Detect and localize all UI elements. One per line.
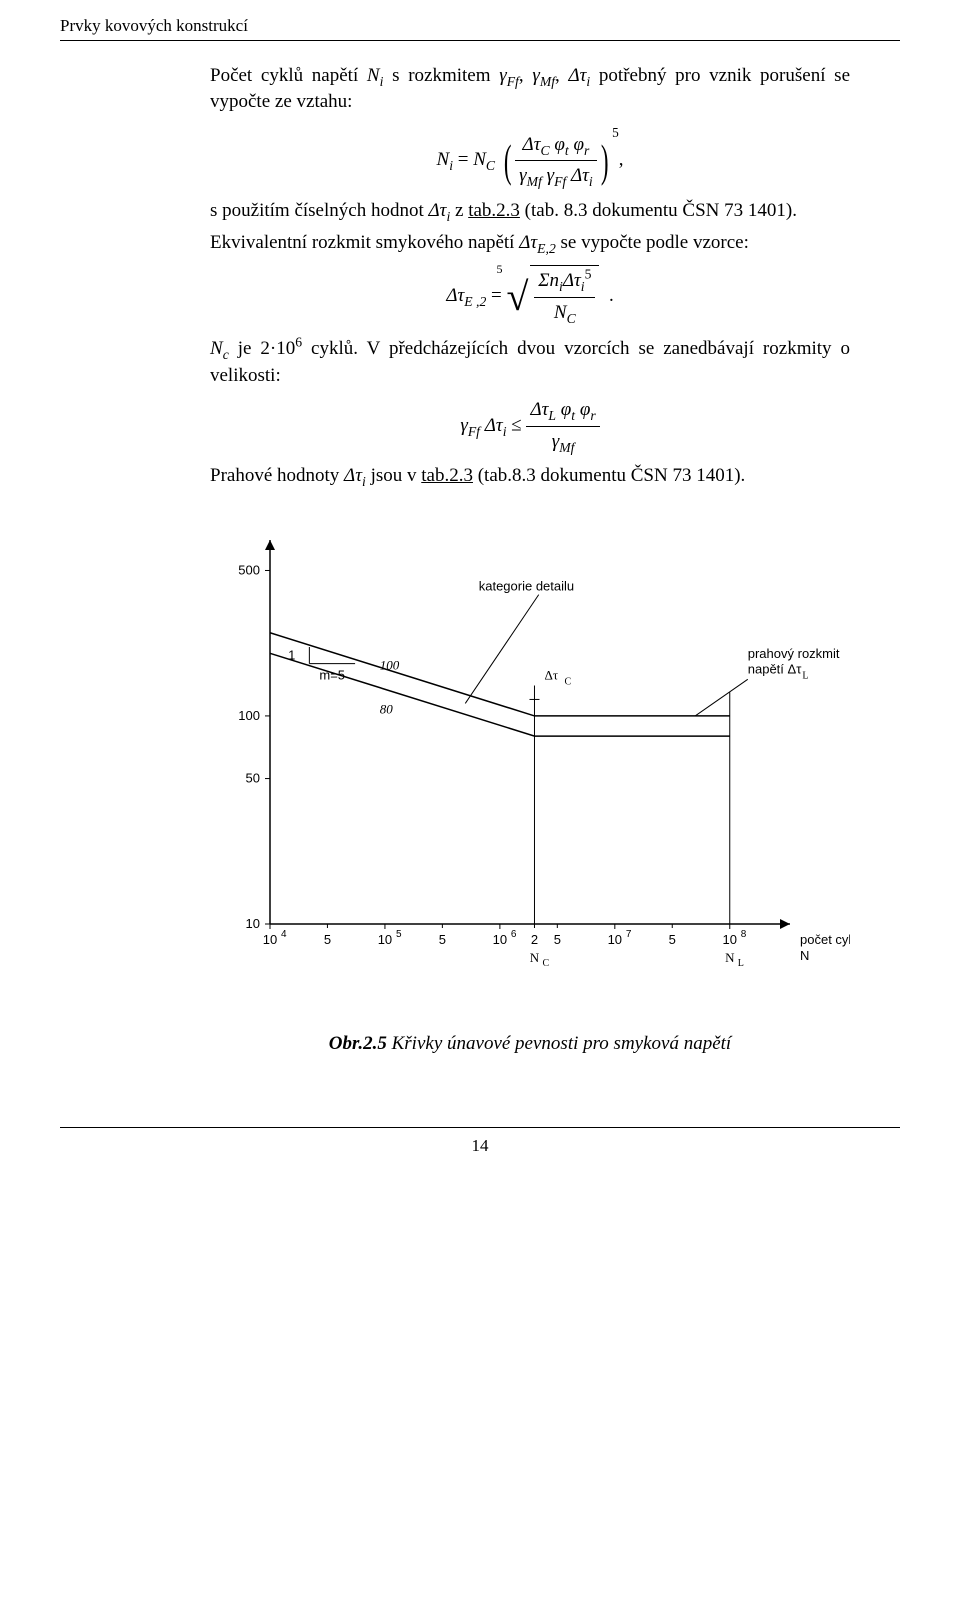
svg-text:m=5: m=5 <box>319 668 345 683</box>
link-tab23-b[interactable]: tab.2.3 <box>421 465 473 486</box>
symbol-gammaFf: γFf <box>499 65 519 86</box>
svg-text:5: 5 <box>439 932 446 947</box>
equation-2: ΔτE ,2 = 5 √ ΣniΔτi5 NC . <box>210 265 850 328</box>
svg-text:8: 8 <box>741 929 747 940</box>
root-degree: 5 <box>497 261 503 278</box>
text: je 2·10 <box>229 338 295 359</box>
svg-text:10: 10 <box>246 916 260 931</box>
svg-text:prahový rozkmit: prahový rozkmit <box>748 646 840 661</box>
symbol-dtau-i: Δτi <box>568 65 590 86</box>
equation-3: γFf Δτi ≤ ΔτL φt φr γMf <box>210 397 850 455</box>
paragraph-3: Ekvivalentní rozkmit smykového napětí Δτ… <box>210 230 850 257</box>
figure-obr25: 500100501010410510610710855255počet cykl… <box>210 524 850 1013</box>
svg-text:1: 1 <box>288 647 295 662</box>
link-tab23[interactable]: tab.2.3 <box>468 200 520 221</box>
paragraph-1: Počet cyklů napětí Ni s rozkmitem γFf, γ… <box>210 63 850 116</box>
symbol-gammaMf: γMf <box>532 65 555 86</box>
text: Počet cyklů napětí <box>210 65 367 86</box>
text: Ekvivalentní rozkmit smykového napětí <box>210 232 519 253</box>
svg-text:5: 5 <box>396 929 402 940</box>
equation-1: Ni = NC ( ΔτC φt φr γMf γFf Δτi )5, <box>210 124 850 190</box>
svg-text:N: N <box>530 950 540 965</box>
text: (tab. 8.3 dokumentu ČSN 73 1401). <box>520 200 797 221</box>
text: Prahové hodnoty <box>210 465 344 486</box>
svg-text:L: L <box>802 671 808 682</box>
symbol-dtauE2: ΔτE,2 <box>519 232 556 253</box>
text: s rozkmitem <box>383 65 499 86</box>
text: cyklů. V předcházejících dvou vzorcích s… <box>210 338 850 386</box>
svg-text:80: 80 <box>380 702 394 717</box>
svg-text:100: 100 <box>380 658 400 673</box>
text: s použitím číselných hodnot <box>210 200 428 221</box>
svg-text:50: 50 <box>246 771 260 786</box>
svg-text:7: 7 <box>626 929 632 940</box>
text: jsou v <box>366 465 421 486</box>
svg-text:Δτ: Δτ <box>544 667 558 682</box>
page-number: 14 <box>60 1127 900 1158</box>
symbol-dtau-i: Δτi <box>344 465 366 486</box>
svg-text:5: 5 <box>669 932 676 947</box>
svg-text:5: 5 <box>324 932 331 947</box>
running-header: Prvky kovových konstrukcí <box>60 0 900 41</box>
svg-text:100: 100 <box>238 708 260 723</box>
chart-svg: 500100501010410510610710855255počet cykl… <box>210 524 850 1004</box>
svg-text:4: 4 <box>281 929 287 940</box>
svg-text:C: C <box>564 676 571 687</box>
figure-caption: Obr.2.5 Křivky únavové pevnosti pro smyk… <box>210 1031 850 1058</box>
caption-label: Obr.2.5 <box>329 1033 387 1054</box>
svg-text:10: 10 <box>493 932 507 947</box>
svg-text:N: N <box>725 950 735 965</box>
svg-text:10: 10 <box>263 932 277 947</box>
paragraph-5: Prahové hodnoty Δτi jsou v tab.2.3 (tab.… <box>210 463 850 490</box>
svg-text:L: L <box>738 958 744 969</box>
symbol-dtau-i: Δτi <box>428 200 450 221</box>
svg-text:10: 10 <box>723 932 737 947</box>
comma: , <box>619 149 624 170</box>
symbol-Nc: Nc <box>210 338 229 359</box>
exponent-5: 5 <box>612 125 619 140</box>
text: se vypočte podle vzorce: <box>556 232 749 253</box>
paragraph-4: Nc je 2·106 cyklů. V předcházejících dvo… <box>210 336 850 389</box>
svg-text:10: 10 <box>378 932 392 947</box>
svg-text:10: 10 <box>608 932 622 947</box>
svg-text:2: 2 <box>531 932 538 947</box>
svg-text:napětí Δτ: napětí Δτ <box>748 662 802 677</box>
caption-text: Křivky únavové pevnosti pro smyková napě… <box>387 1033 731 1054</box>
period: . <box>609 285 614 306</box>
paragraph-2: s použitím číselných hodnot Δτi z tab.2.… <box>210 198 850 225</box>
svg-text:počet cyklů: počet cyklů <box>800 932 850 947</box>
text: z <box>450 200 468 221</box>
text: (tab.8.3 dokumentu ČSN 73 1401). <box>473 465 745 486</box>
svg-text:500: 500 <box>238 563 260 578</box>
svg-text:6: 6 <box>511 929 517 940</box>
svg-text:C: C <box>542 958 549 969</box>
svg-text:5: 5 <box>554 932 561 947</box>
svg-text:kategorie detailu: kategorie detailu <box>479 579 574 594</box>
symbol-Ni: Ni <box>367 65 384 86</box>
svg-text:N: N <box>800 948 809 963</box>
